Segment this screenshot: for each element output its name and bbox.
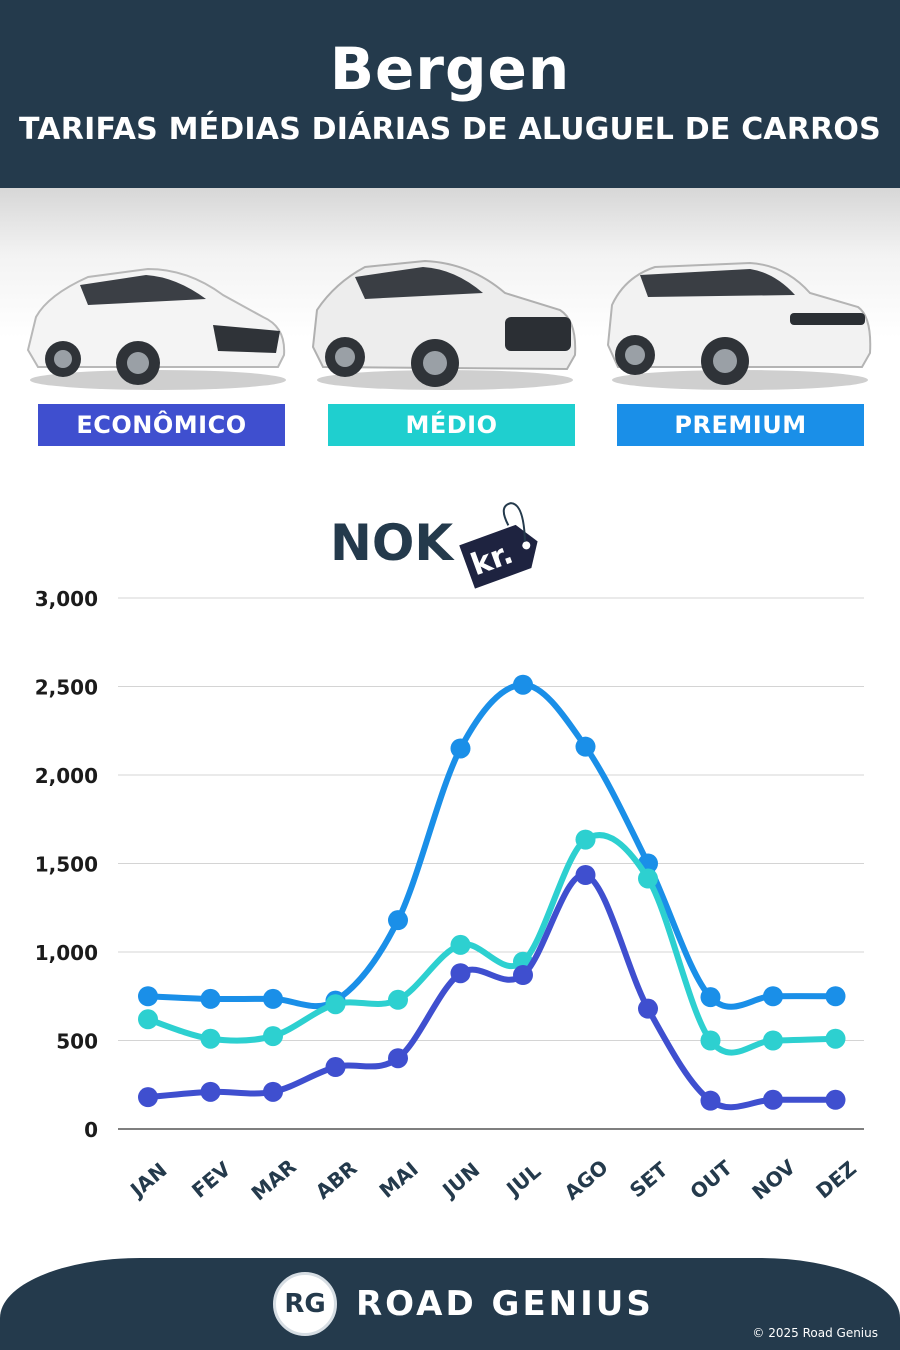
series-1 bbox=[138, 829, 846, 1056]
data-point bbox=[638, 998, 658, 1019]
data-point bbox=[388, 910, 408, 931]
x-tick-label: JAN bbox=[124, 1158, 171, 1203]
data-point bbox=[263, 988, 283, 1009]
legend-midsize: MÉDIO bbox=[328, 404, 575, 446]
data-point bbox=[825, 986, 846, 1007]
data-point bbox=[513, 965, 533, 986]
y-tick-label: 0 bbox=[84, 1118, 98, 1142]
y-tick-label: 2,500 bbox=[35, 676, 98, 700]
data-point bbox=[138, 1087, 158, 1108]
data-point bbox=[138, 1009, 158, 1030]
data-point bbox=[575, 736, 596, 757]
x-tick-label: DEZ bbox=[811, 1156, 861, 1203]
data-point bbox=[450, 963, 471, 984]
data-point bbox=[450, 738, 471, 759]
data-point bbox=[513, 674, 533, 695]
currency-label: NOK kr. bbox=[330, 502, 538, 589]
x-tick-label: MAR bbox=[246, 1154, 300, 1205]
data-point bbox=[450, 934, 471, 955]
x-tick-label: SET bbox=[625, 1157, 673, 1202]
midsize-car-image bbox=[311, 259, 577, 390]
data-point bbox=[388, 989, 408, 1010]
data-point bbox=[575, 829, 596, 850]
data-point bbox=[325, 1057, 346, 1078]
brand-name: ROAD GENIUS bbox=[356, 1284, 654, 1324]
x-tick-label: NOV bbox=[747, 1155, 800, 1205]
x-tick-label: OUT bbox=[685, 1155, 737, 1204]
data-point bbox=[825, 1028, 846, 1049]
data-point bbox=[200, 1028, 221, 1049]
x-tick-label: JUN bbox=[436, 1158, 484, 1204]
data-point bbox=[325, 994, 346, 1015]
series-0 bbox=[138, 674, 846, 1011]
data-point bbox=[200, 1081, 221, 1102]
data-point bbox=[825, 1089, 846, 1110]
x-tick-label: MAI bbox=[375, 1157, 423, 1203]
price-tag-icon: kr. bbox=[459, 502, 538, 589]
data-point bbox=[575, 865, 596, 886]
data-point bbox=[763, 1089, 783, 1110]
copyright: © 2025 Road Genius bbox=[752, 1326, 878, 1340]
y-tick-label: 1,500 bbox=[35, 853, 98, 877]
y-tick-label: 3,000 bbox=[35, 587, 98, 611]
city-title: Bergen bbox=[329, 35, 571, 103]
y-tick-label: 1,000 bbox=[35, 941, 98, 965]
legend-premium: PREMIUM bbox=[617, 404, 864, 446]
brand-logo: RG bbox=[273, 1272, 337, 1336]
data-point bbox=[263, 1026, 283, 1047]
currency-code: NOK bbox=[330, 514, 455, 572]
data-point bbox=[700, 1090, 721, 1111]
data-point bbox=[763, 1030, 783, 1051]
x-tick-label: ABR bbox=[311, 1156, 362, 1204]
header: Bergen TARIFAS MÉDIAS DIÁRIAS DE ALUGUEL… bbox=[0, 0, 900, 188]
data-point bbox=[200, 988, 221, 1009]
x-tick-label: JUL bbox=[500, 1159, 545, 1202]
y-tick-label: 2,000 bbox=[35, 764, 98, 788]
data-point bbox=[763, 986, 783, 1007]
data-point bbox=[263, 1081, 283, 1102]
series-line bbox=[145, 832, 839, 1056]
page-subtitle: TARIFAS MÉDIAS DIÁRIAS DE ALUGUEL DE CAR… bbox=[19, 112, 881, 147]
series-line bbox=[145, 872, 839, 1111]
premium-car-image bbox=[606, 261, 872, 390]
data-point bbox=[138, 986, 158, 1007]
data-point bbox=[700, 1030, 721, 1051]
x-tick-label: FEV bbox=[187, 1156, 236, 1202]
rates-line-chart: NOK kr. 0 500 1,000 1,500 2,000 2,500 3,000 JA… bbox=[35, 502, 864, 1205]
data-point bbox=[700, 987, 721, 1008]
y-tick-label: 500 bbox=[56, 1030, 98, 1054]
economy-car-image bbox=[26, 267, 286, 390]
x-tick-label: AGO bbox=[560, 1155, 613, 1205]
footer bbox=[0, 1258, 900, 1350]
series-2 bbox=[138, 865, 846, 1111]
data-point bbox=[638, 868, 658, 889]
data-point bbox=[388, 1048, 408, 1069]
legend-economy: ECONÔMICO bbox=[38, 404, 285, 446]
